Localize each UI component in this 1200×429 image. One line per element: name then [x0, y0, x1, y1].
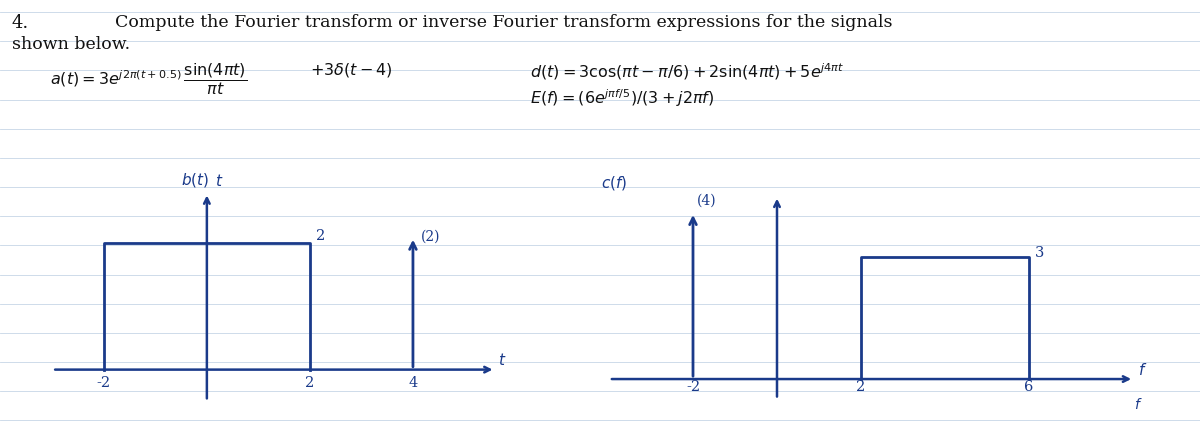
Text: -2: -2: [686, 380, 700, 394]
Text: $d(t) = 3\cos(\pi t - \pi/6) + 2\sin(4\pi t) + 5e^{j4\pi t}$: $d(t) = 3\cos(\pi t - \pi/6) + 2\sin(4\p…: [530, 61, 845, 82]
Text: $E(f) = \left(6e^{j\pi f/5}\right)/\left(3 + j2\pi f\right)$: $E(f) = \left(6e^{j\pi f/5}\right)/\left…: [530, 87, 714, 109]
Text: (4): (4): [697, 194, 716, 208]
Text: 6: 6: [1025, 380, 1033, 394]
Text: (2): (2): [421, 230, 440, 244]
Text: 2: 2: [305, 376, 314, 390]
Text: 2: 2: [316, 229, 325, 243]
Text: 4.: 4.: [12, 14, 29, 32]
Text: 2: 2: [857, 380, 865, 394]
Text: $c(f)$: $c(f)$: [601, 174, 626, 192]
Text: 3: 3: [1036, 246, 1045, 260]
Text: $t$: $t$: [498, 352, 506, 369]
Text: $f$: $f$: [1139, 362, 1147, 378]
Text: $b(t)$: $b(t)$: [181, 172, 209, 190]
Text: $+3\delta(t-4)$: $+3\delta(t-4)$: [310, 61, 392, 79]
Text: $f$: $f$: [1134, 397, 1142, 412]
Text: shown below.: shown below.: [12, 36, 130, 53]
Text: $a(t) = 3e^{j2\pi(t+0.5)}\,\dfrac{\sin(4\pi t)}{\pi t}$: $a(t) = 3e^{j2\pi(t+0.5)}\,\dfrac{\sin(4…: [50, 61, 247, 97]
Text: -2: -2: [97, 376, 110, 390]
Text: Compute the Fourier transform or inverse Fourier transform expressions for the s: Compute the Fourier transform or inverse…: [115, 14, 893, 31]
Text: $t$: $t$: [215, 173, 223, 190]
Text: 4: 4: [408, 376, 418, 390]
